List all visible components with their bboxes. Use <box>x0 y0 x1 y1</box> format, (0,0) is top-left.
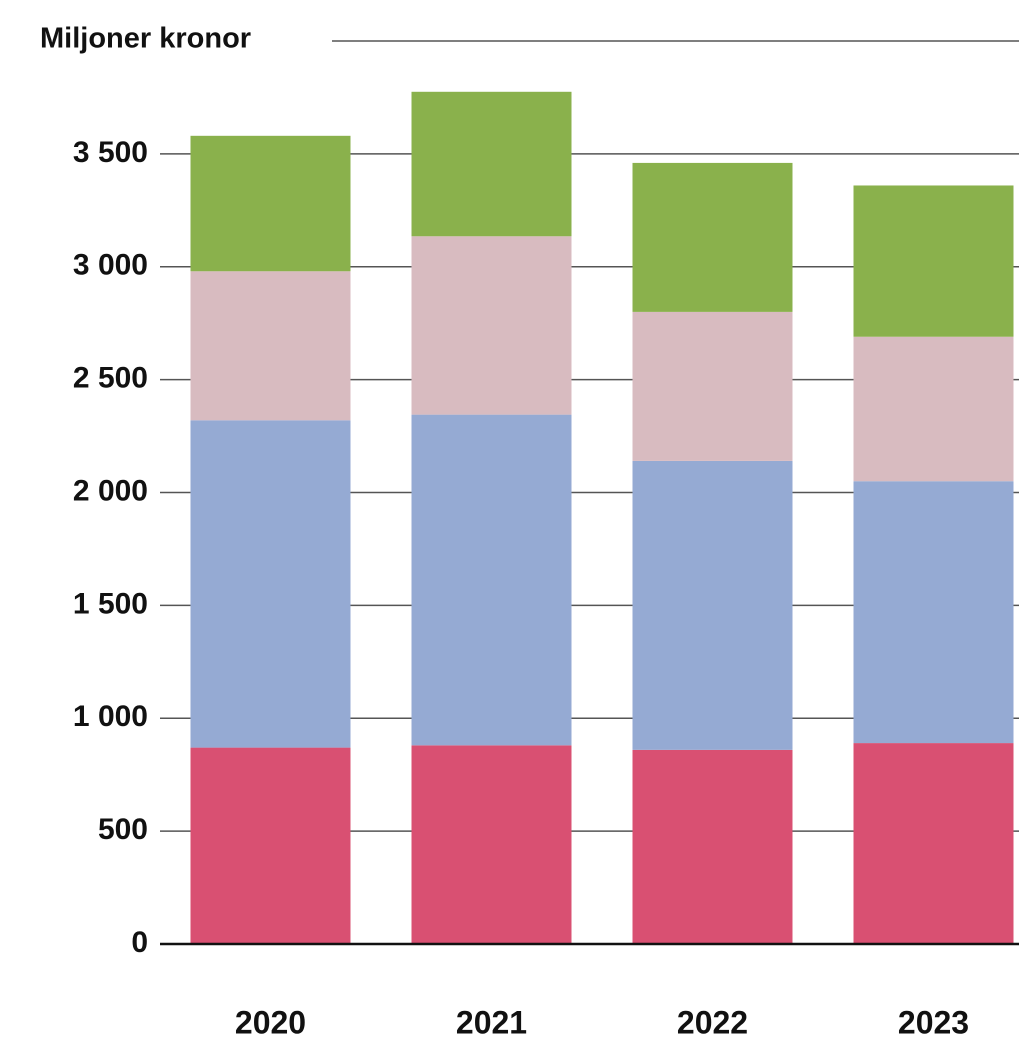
y-tick-label: 2 500 <box>73 362 148 395</box>
x-tick-label: 2023 <box>898 1004 969 1040</box>
bar-segment <box>411 236 572 415</box>
x-tick-label: 2022 <box>677 1004 748 1040</box>
y-tick-label: 3 500 <box>73 136 148 169</box>
bar-segment <box>632 162 793 312</box>
bar-segment <box>632 311 793 461</box>
bar-segment <box>853 481 1014 744</box>
y-tick-label: 2 000 <box>73 474 148 507</box>
bar-segment <box>190 271 351 421</box>
x-tick-label: 2021 <box>456 1004 527 1040</box>
bar-segment <box>411 414 572 746</box>
y-tick-label: 1 000 <box>73 700 148 733</box>
x-tick-label: 2020 <box>235 1004 306 1040</box>
bar-segment <box>190 420 351 748</box>
y-tick-label: 500 <box>98 813 148 846</box>
chart-title: Miljoner kronor <box>40 23 251 55</box>
bar-segment <box>853 185 1014 337</box>
bar-segment <box>632 749 793 944</box>
bar-segment <box>853 336 1014 482</box>
bar-segment <box>411 745 572 944</box>
bar-segment <box>411 91 572 237</box>
y-tick-label: 1 500 <box>73 587 148 620</box>
bar-segment <box>190 747 351 944</box>
y-tick-label: 0 <box>131 926 148 959</box>
y-tick-label: 3 000 <box>73 249 148 282</box>
bar-segment <box>853 743 1014 944</box>
bar-segment <box>190 135 351 272</box>
bar-segment <box>632 460 793 750</box>
